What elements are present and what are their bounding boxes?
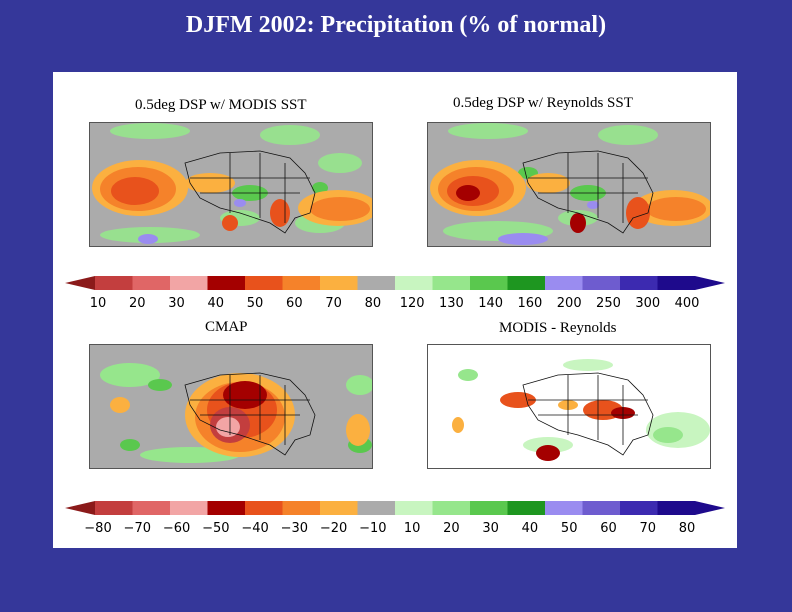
colorbar-top-label: 130 bbox=[439, 296, 464, 311]
colorbar-top-swatch bbox=[507, 276, 545, 290]
colorbar-bottom-svg: −80 −70 −60 −50 −40 −30 −20 −10 10 20 30 40 50 60 70 80 bbox=[65, 501, 725, 536]
colorbar-top-label: 250 bbox=[596, 296, 621, 311]
colorbar-top-swatch bbox=[657, 276, 695, 290]
colorbar-bottom-label: 50 bbox=[561, 521, 578, 536]
colorbar-bottom-swatch bbox=[245, 501, 283, 515]
colorbar-bottom-swatch bbox=[507, 501, 545, 515]
colorbar-top-swatch bbox=[582, 276, 620, 290]
colorbar-top-label: 70 bbox=[325, 296, 342, 311]
colorbar-top-label: 10 bbox=[90, 296, 107, 311]
colorbar-bottom-swatch bbox=[170, 501, 208, 515]
colorbar-bottom-swatch bbox=[320, 501, 358, 515]
colorbar-bottom-swatch bbox=[95, 501, 133, 515]
colorbar-top-swatch bbox=[282, 276, 320, 290]
colorbar-bottom-swatch bbox=[545, 501, 583, 515]
colorbar-bottom-label: −70 bbox=[124, 521, 151, 536]
colorbar-bottom-label: −20 bbox=[320, 521, 347, 536]
colorbar-bottom-label: −50 bbox=[202, 521, 229, 536]
colorbar-bottom-label: 60 bbox=[600, 521, 617, 536]
colorbar-bottom-swatch bbox=[620, 501, 658, 515]
colorbar-top-label: 50 bbox=[247, 296, 264, 311]
colorbar-top-arrow-right bbox=[695, 276, 725, 290]
colorbar-bottom-swatch bbox=[470, 501, 508, 515]
colorbar-top-swatch bbox=[545, 276, 583, 290]
colorbar-bottom-arrow-right bbox=[695, 501, 725, 515]
colorbar-bottom-swatch bbox=[657, 501, 695, 515]
panel-title-reynolds: 0.5deg DSP w/ Reynolds SST bbox=[453, 95, 633, 111]
colorbar-bottom-label: −80 bbox=[84, 521, 111, 536]
colorbar-top-swatch bbox=[395, 276, 433, 290]
figure-panel: 0.5deg DSP w/ MODIS SST 0.5deg DSP w/ Re… bbox=[53, 72, 737, 548]
panel-title-modis: 0.5deg DSP w/ MODIS SST bbox=[135, 97, 307, 113]
colorbar-top-swatch bbox=[357, 276, 395, 290]
colorbar-top-label: 200 bbox=[557, 296, 582, 311]
colorbar-top-swatch bbox=[170, 276, 208, 290]
colorbar-bottom-label: 80 bbox=[679, 521, 696, 536]
colorbar-bottom-swatch bbox=[132, 501, 170, 515]
colorbar-top-swatch bbox=[320, 276, 358, 290]
colorbar-bottom-label: 30 bbox=[482, 521, 499, 536]
colorbar-top-arrow-left bbox=[65, 276, 95, 290]
colorbar-bottom-label: −60 bbox=[163, 521, 190, 536]
colorbar-bottom-label: −10 bbox=[359, 521, 386, 536]
colorbar-bottom-swatch bbox=[395, 501, 433, 515]
map-diff bbox=[427, 344, 711, 469]
colorbar-top-label: 20 bbox=[129, 296, 146, 311]
slide-title: DJFM 2002: Precipitation (% of normal) bbox=[185, 12, 607, 38]
colorbar-top-label: 80 bbox=[365, 296, 382, 311]
colorbar-top-swatch bbox=[245, 276, 283, 290]
colorbar-bottom-label: −30 bbox=[281, 521, 308, 536]
colorbar-top-swatch bbox=[132, 276, 170, 290]
panel-title-cmap: CMAP bbox=[205, 319, 248, 335]
colorbar-bottom-label: 20 bbox=[443, 521, 460, 536]
colorbar-bottom-label: 40 bbox=[522, 521, 539, 536]
colorbar-bottom-swatch bbox=[432, 501, 470, 515]
colorbar-bottom-swatch bbox=[582, 501, 620, 515]
colorbar-bottom-swatch bbox=[357, 501, 395, 515]
colorbar-top-label: 400 bbox=[675, 296, 700, 311]
colorbar-bottom-label: 70 bbox=[639, 521, 656, 536]
colorbar-top-label: 160 bbox=[518, 296, 543, 311]
colorbar-bottom-swatch bbox=[282, 501, 320, 515]
colorbar-bottom-swatch bbox=[207, 501, 245, 515]
colorbar-top-label: 30 bbox=[168, 296, 185, 311]
map-cmap bbox=[89, 344, 373, 469]
colorbar-top-label: 40 bbox=[208, 296, 225, 311]
colorbar-bottom: −80 −70 −60 −50 −40 −30 −20 −10 10 20 30 40 50 60 70 80 bbox=[61, 497, 729, 537]
colorbar-top-label: 120 bbox=[400, 296, 425, 311]
colorbar-top-swatch bbox=[95, 276, 133, 290]
colorbar-top-swatch bbox=[432, 276, 470, 290]
colorbar-bottom-label: 10 bbox=[404, 521, 421, 536]
colorbar-top-svg: 10 20 30 40 50 60 70 80 120 130 140 160 200 250 300 400 bbox=[65, 276, 725, 311]
colorbar-top-swatch bbox=[207, 276, 245, 290]
map-modis bbox=[89, 122, 373, 247]
colorbar-top-label: 140 bbox=[478, 296, 503, 311]
colorbar-bottom-arrow-left bbox=[65, 501, 95, 515]
colorbar-top-swatch bbox=[470, 276, 508, 290]
map-reynolds bbox=[427, 122, 711, 247]
colorbar-top-label: 60 bbox=[286, 296, 303, 311]
colorbar-top-label: 300 bbox=[635, 296, 660, 311]
panel-title-diff: MODIS - Reynolds bbox=[499, 320, 617, 336]
colorbar-top: 10 20 30 40 50 60 70 80 120 130 140 160 200 250 300 400 bbox=[61, 272, 729, 312]
colorbar-bottom-label: −40 bbox=[241, 521, 268, 536]
colorbar-top-swatch bbox=[620, 276, 658, 290]
